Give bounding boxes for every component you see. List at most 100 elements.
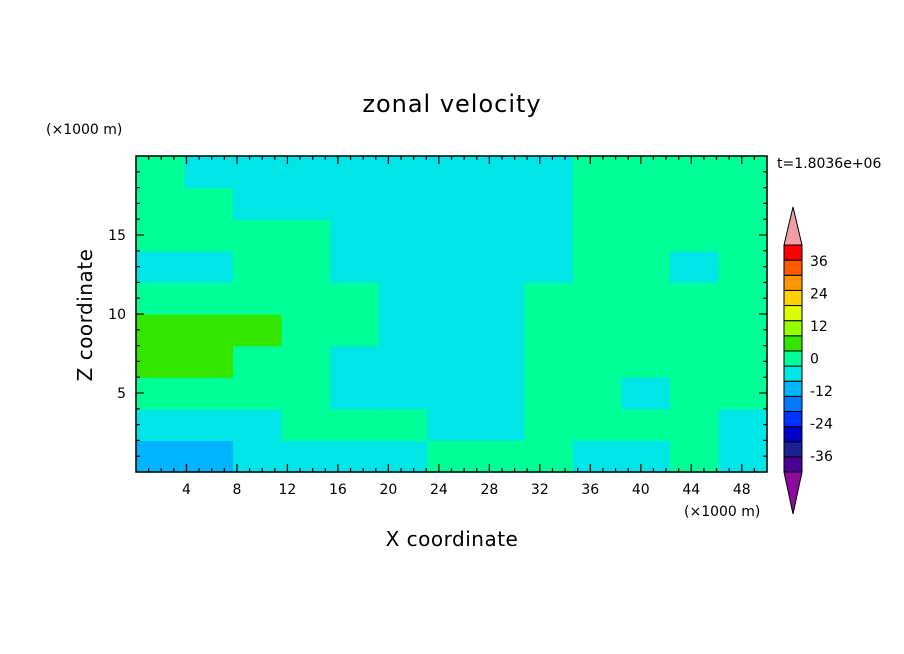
y-axis: 5 10 15: [108, 171, 767, 457]
heatmap-cell: [378, 314, 428, 347]
heatmap-cell: [281, 250, 331, 283]
colorbar-tick-label: 0: [810, 352, 819, 368]
heatmap-cell: [233, 282, 283, 315]
heatmap-cell: [136, 282, 186, 315]
x-tick-label: 12: [279, 482, 297, 498]
heatmap-cell: [669, 408, 720, 441]
heatmap-cell: [572, 282, 622, 315]
heatmap-cell: [378, 219, 428, 252]
heatmap-cell: [330, 282, 380, 315]
heatmap-cell: [621, 219, 671, 252]
heatmap-cell: [233, 440, 283, 473]
heatmap-cell: [669, 282, 720, 315]
heatmap-cell: [427, 377, 477, 410]
x-tick-label: 16: [329, 482, 347, 498]
colorbar-bin: [783, 395, 803, 412]
colorbar-tick-label: 24: [810, 287, 828, 303]
x-tick-label: 24: [430, 482, 448, 498]
heatmap-cell: [184, 250, 234, 283]
heatmap-cell: [524, 345, 574, 378]
heatmap-cell: [669, 377, 720, 410]
heatmap-cell: [184, 440, 234, 473]
x-tick-label: 28: [480, 482, 498, 498]
heatmap-cell: [475, 156, 525, 189]
heatmap-cell: [184, 377, 234, 410]
heatmap-cell: [330, 250, 380, 283]
colorbar-bin: [783, 289, 803, 307]
colorbar-tick-label: -24: [810, 416, 833, 432]
heatmap-cell: [718, 282, 768, 315]
heatmap-cell: [330, 345, 380, 378]
heatmap-cell: [621, 250, 671, 283]
heatmap-cell: [572, 250, 622, 283]
heatmap-cell: [233, 250, 283, 283]
heatmap-cell: [718, 345, 768, 378]
heatmap-cell: [524, 314, 574, 347]
heatmap-cell: [621, 187, 671, 220]
heatmap-cell: [136, 219, 186, 252]
colorbar-bin: [783, 456, 803, 473]
heatmap-cell: [136, 377, 186, 410]
heatmap-cell: [475, 187, 525, 220]
x-axis: 4 8 12 16 20 24 28 32 36 40 44 48: [148, 156, 755, 498]
heatmap-cell: [378, 345, 428, 378]
heatmap-cell: [233, 156, 283, 189]
heatmap-cell: [524, 440, 574, 473]
heatmap-cell: [330, 314, 380, 347]
heatmap-cell: [136, 250, 186, 283]
heatmap-cell: [281, 314, 331, 347]
heatmap-cell: [475, 250, 525, 283]
heatmap-cell: [669, 250, 720, 283]
heatmap-cell: [621, 345, 671, 378]
colorbar-bin: [783, 320, 803, 337]
heatmap-cell: [427, 282, 477, 315]
heatmap-cell: [669, 314, 720, 347]
heatmap-cell: [572, 345, 622, 378]
heatmap-cell: [330, 408, 380, 441]
heatmap-cell: [281, 377, 331, 410]
heatmap-cell: [136, 156, 186, 189]
colorbar-bin: [783, 380, 803, 397]
x-tick-label: 44: [682, 482, 700, 498]
heatmap-cell: [572, 314, 622, 347]
heatmap-cell: [281, 187, 331, 220]
y-tick-label: 10: [108, 307, 126, 323]
heatmap-cell: [524, 408, 574, 441]
heatmap-cell: [136, 314, 186, 347]
heatmap-cell: [524, 156, 574, 189]
heatmap-cell: [184, 282, 234, 315]
heatmap-cell: [475, 440, 525, 473]
heatmap-cell: [378, 250, 428, 283]
heatmap-cell: [524, 377, 574, 410]
heatmap-cell: [475, 345, 525, 378]
colorbar-tick-label: -36: [810, 449, 833, 465]
heatmap-cell: [136, 440, 186, 473]
heatmap-cell: [330, 219, 380, 252]
heatmap-cell: [378, 377, 428, 410]
heatmap-cell: [669, 345, 720, 378]
colorbar-bin: [783, 350, 803, 367]
colorbar-bin: [783, 259, 803, 276]
y-axis-label: Z coordinate: [73, 249, 97, 382]
heatmap-cell: [718, 187, 768, 220]
x-tick-label: 32: [531, 482, 549, 498]
colorbar-over-triangle: [783, 206, 803, 246]
colorbar-bin: [783, 410, 803, 428]
heatmap-cell: [136, 187, 186, 220]
heatmap-cell: [427, 408, 477, 441]
heatmap-cell: [427, 250, 477, 283]
heatmap-cell: [184, 314, 234, 347]
heatmap-cell: [572, 156, 622, 189]
heatmap-cell: [475, 219, 525, 252]
heatmap-cell: [281, 440, 331, 473]
heatmap-cell: [184, 408, 234, 441]
heatmap-cell: [378, 440, 428, 473]
heatmap-cell: [621, 156, 671, 189]
heatmap-cell: [475, 408, 525, 441]
heatmap-cell: [669, 156, 720, 189]
x-tick-label: 4: [182, 482, 191, 498]
colorbar-bin: [783, 305, 803, 322]
heatmap-cell: [378, 156, 428, 189]
heatmap-cell: [233, 345, 283, 378]
heatmap-cell: [184, 345, 234, 378]
